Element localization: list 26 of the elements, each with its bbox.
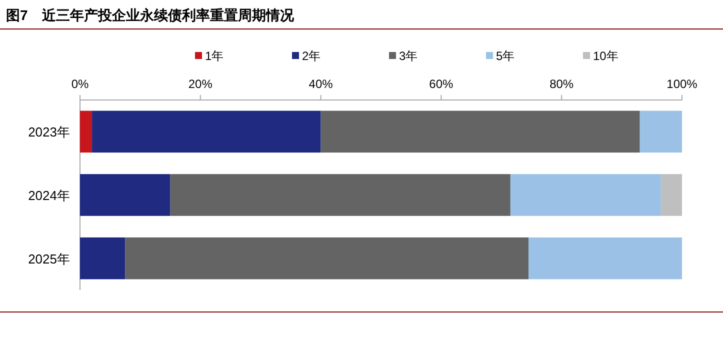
bar [320,110,640,153]
y-tick-label: 2024年 [28,188,70,203]
bar [528,237,682,280]
x-tick-label: 60% [429,77,454,91]
y-tick-label: 2025年 [28,251,70,266]
x-tick-label: 20% [188,77,213,91]
legend-label: 2年 [302,49,321,63]
bar [80,237,126,280]
bar [80,174,170,216]
x-tick-label: 100% [666,77,698,91]
bar [170,174,510,216]
chart-title: 图7 近三年产投企业永续债利率重置周期情况 [6,7,295,23]
x-tick-label: 80% [550,77,574,91]
bar [80,110,92,153]
bar [510,174,661,216]
legend-label: 5年 [496,49,515,63]
y-tick-label: 2023年 [28,124,70,140]
bar [660,174,682,216]
x-tick-label: 0% [71,77,89,91]
bar [92,110,321,153]
legend-label: 1年 [205,49,224,63]
legend-label: 3年 [399,49,418,63]
legend-label: 10年 [593,49,618,63]
bar [125,237,528,280]
x-tick-label: 40% [308,77,334,91]
bar [640,110,682,153]
